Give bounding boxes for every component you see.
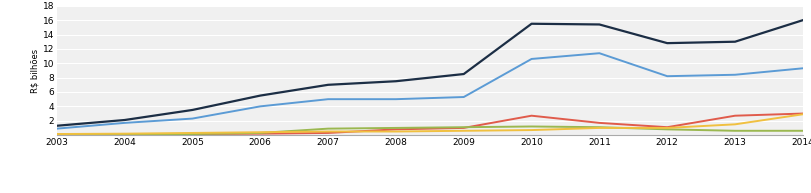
Y-axis label: R$ bilhões: R$ bilhões — [31, 48, 40, 92]
